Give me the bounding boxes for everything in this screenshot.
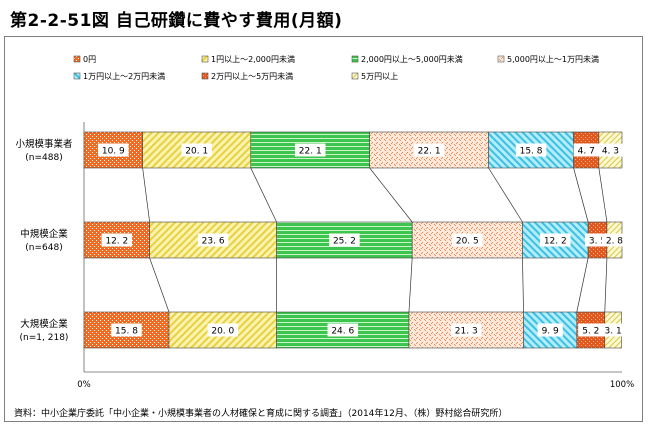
data-label-bg	[597, 143, 624, 157]
data-label-bg	[452, 233, 483, 247]
data-label-bg	[515, 143, 547, 157]
source-note: 資料：中小企業庁委託「中小企業・小規模事業者の人材確保と育成に関する調査」（20…	[14, 409, 508, 419]
data-label: 5. 2	[582, 327, 599, 337]
data-label: 25. 2	[333, 237, 356, 247]
data-label-bg	[181, 143, 212, 157]
legend-swatch	[351, 72, 359, 80]
data-label: 15. 8	[520, 147, 543, 157]
data-label-bg	[540, 233, 571, 247]
data-label-bg	[600, 323, 626, 337]
data-label: 9. 9	[542, 327, 559, 337]
data-label: 24. 6	[331, 327, 354, 337]
legend-label: 5万円以上	[361, 72, 398, 81]
data-label: 4. 7	[578, 147, 595, 157]
data-label-bg	[197, 233, 229, 247]
legend-label: 2万円以上～5万円未満	[211, 71, 293, 81]
data-label: 22. 1	[418, 147, 441, 157]
connector-line	[522, 257, 524, 313]
data-label-bg	[101, 233, 133, 247]
category-label: 中規模企業	[20, 228, 68, 240]
data-label-bg	[413, 143, 445, 157]
data-label: 20. 1	[185, 147, 208, 157]
data-label: 22. 1	[299, 147, 322, 157]
data-label: 20. 5	[456, 237, 479, 247]
data-label: 12. 2	[105, 237, 128, 247]
connector-line	[250, 167, 277, 223]
data-label-bg	[327, 323, 359, 337]
connector-line	[149, 257, 170, 313]
legend-swatch	[201, 55, 209, 63]
connector-line	[142, 167, 150, 223]
connector-line	[576, 257, 589, 313]
legend-swatch	[351, 55, 359, 63]
data-label-bg	[207, 323, 239, 337]
x-tick-label: 100%	[610, 380, 634, 390]
connector-line	[573, 167, 589, 223]
chart-frame	[4, 36, 643, 422]
category-n-label: (n=488)	[25, 153, 62, 163]
data-label-bg	[601, 233, 628, 247]
category-n-label: (n=1, 218)	[20, 333, 69, 343]
legend-swatch	[73, 55, 81, 63]
connector-line	[369, 167, 413, 223]
connector-line	[488, 167, 523, 223]
connector-line	[604, 257, 608, 313]
data-label: 23. 6	[202, 237, 225, 247]
data-label: 2. 8	[606, 237, 623, 247]
legend-swatch	[497, 55, 505, 63]
data-label: 12. 2	[544, 237, 567, 247]
data-label: 21. 3	[455, 327, 478, 337]
data-label-bg	[537, 323, 563, 337]
connector-line	[598, 167, 608, 223]
category-label: 大規模企業	[20, 318, 68, 330]
chart-title: 第2-2-51図 自己研鑽に費やす費用(月額)	[10, 11, 343, 31]
data-label-bg	[111, 323, 142, 337]
data-label-bg	[578, 323, 604, 337]
category-n-label: (n=648)	[25, 243, 62, 253]
data-label: 4. 3	[602, 147, 619, 157]
x-tick-label: 0%	[77, 380, 91, 390]
legend-label: 1万円以上～2万円未満	[83, 71, 165, 81]
legend-label: 2,000円以上～5,000円未満	[361, 54, 463, 64]
legend-label: 1円以上～2,000円未満	[211, 54, 295, 64]
data-label-bg	[450, 323, 482, 337]
legend-label: 0円	[83, 55, 96, 64]
data-label-bg	[98, 143, 129, 157]
data-label-bg	[573, 143, 599, 157]
data-label-bg	[329, 233, 360, 247]
data-label-bg	[294, 143, 326, 157]
legend-swatch	[73, 72, 81, 80]
category-label: 小規模事業者	[15, 138, 72, 150]
data-label: 20. 0	[211, 327, 234, 337]
data-label: 3. 1	[605, 327, 622, 337]
legend-swatch	[201, 72, 209, 80]
data-label: 3. 5	[589, 237, 606, 247]
connector-line	[408, 257, 413, 313]
legend-label: 5,000円以上～1万円未満	[507, 54, 599, 64]
data-label: 10. 9	[102, 147, 125, 157]
data-label: 15. 8	[115, 327, 138, 337]
